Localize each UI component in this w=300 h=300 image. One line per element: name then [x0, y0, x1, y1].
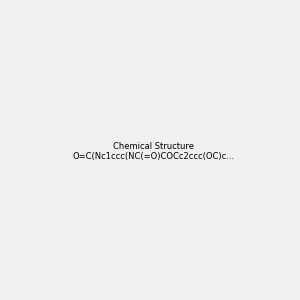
- Text: Chemical Structure
O=C(Nc1ccc(NC(=O)COCc2ccc(OC)c...: Chemical Structure O=C(Nc1ccc(NC(=O)COCc…: [73, 142, 235, 161]
